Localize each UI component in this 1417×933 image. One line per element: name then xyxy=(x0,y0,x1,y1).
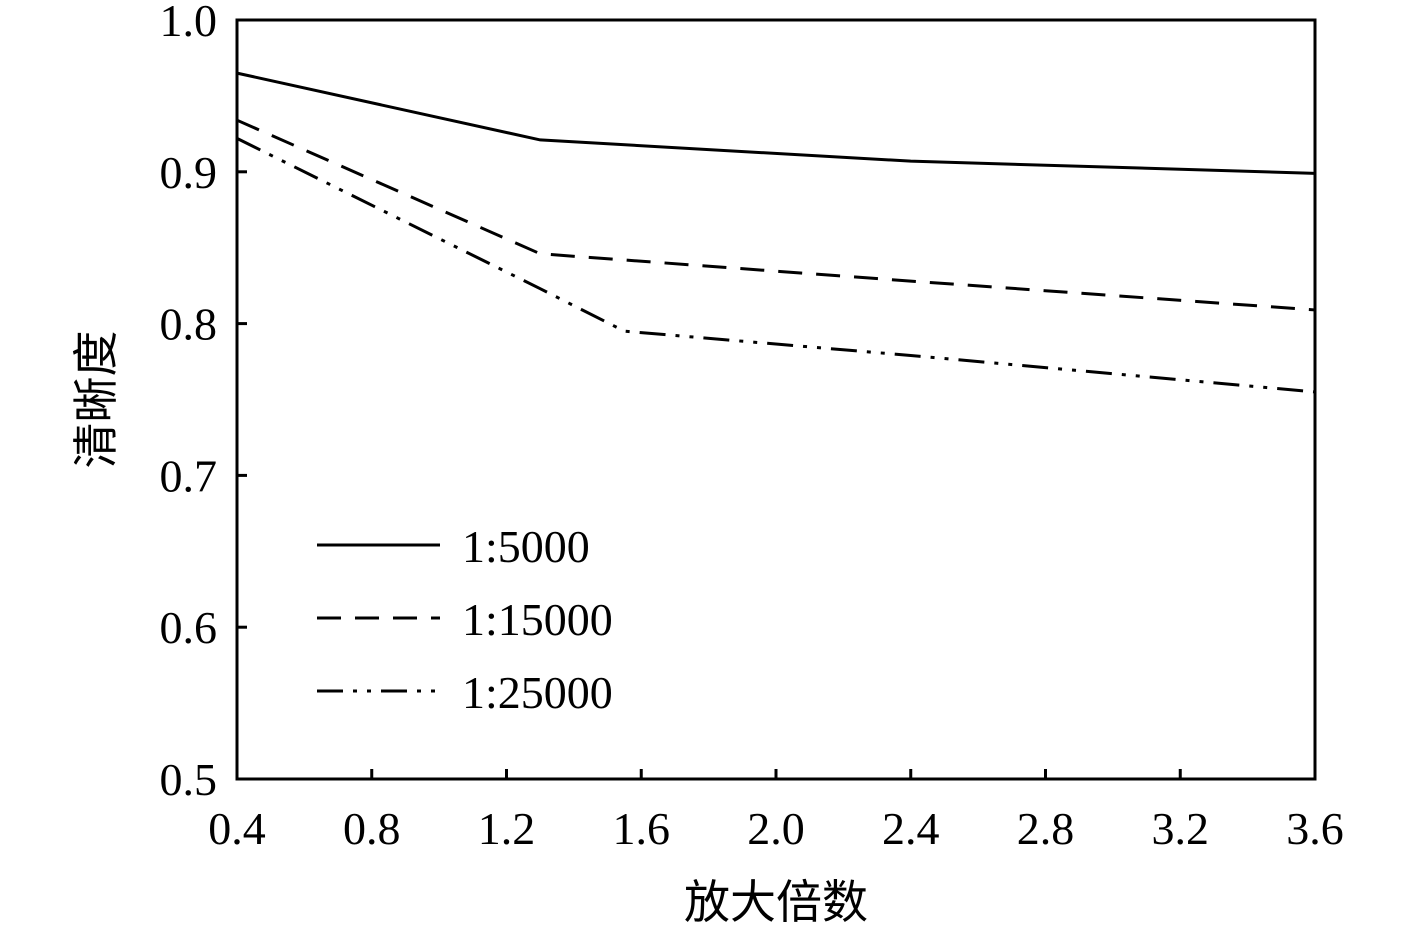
x-axis-title: 放大倍数 xyxy=(684,875,868,929)
series-line-1 xyxy=(236,71,1316,175)
series-line-3 xyxy=(236,137,1316,394)
x-tick-label: 3.2 xyxy=(1152,803,1210,854)
series-line-2 xyxy=(236,118,1316,312)
x-tick-label: 1.6 xyxy=(613,803,671,854)
x-tick-label: 2.8 xyxy=(1017,803,1075,854)
y-tick-label: 1.0 xyxy=(160,0,218,46)
y-tick-label: 0.6 xyxy=(160,602,218,653)
x-tick-label: 0.4 xyxy=(208,803,266,854)
x-tick-label: 0.8 xyxy=(343,803,401,854)
plot-frame xyxy=(235,18,1317,781)
x-tick-label: 1.2 xyxy=(478,803,536,854)
y-tick-label: 0.8 xyxy=(160,299,218,350)
y-tick-label: 0.9 xyxy=(160,147,218,198)
y-axis-title: 清晰度 xyxy=(69,331,123,469)
ticks-layer xyxy=(235,18,1317,781)
y-tick-label: 0.7 xyxy=(160,450,218,501)
x-tick-label: 3.6 xyxy=(1286,803,1344,854)
legend-label-2: 1:15000 xyxy=(462,594,613,645)
series-layer xyxy=(236,71,1316,394)
legend: 1:5000 1:15000 1:25000 xyxy=(317,521,613,718)
legend-label-1: 1:5000 xyxy=(462,521,590,572)
labels-layer: 0.4 0.8 1.2 1.6 2.0 2.4 2.8 3.2 3.6 0.5 0.6 0.7 0.8 0… xyxy=(160,0,1344,854)
x-tick-label: 2.0 xyxy=(747,803,805,854)
legend-label-3: 1:25000 xyxy=(462,667,613,718)
x-tick-label: 2.4 xyxy=(882,803,940,854)
y-tick-label: 0.5 xyxy=(160,754,218,805)
